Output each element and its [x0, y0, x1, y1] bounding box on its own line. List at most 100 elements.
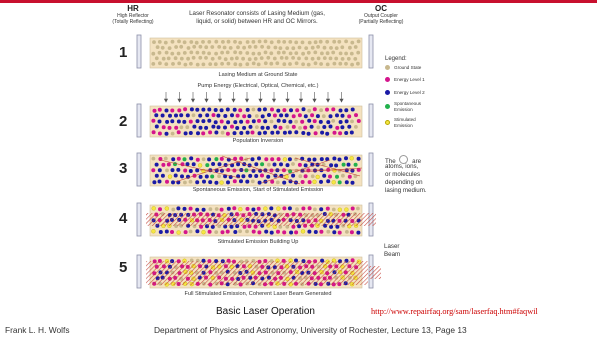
- particle: [312, 157, 317, 162]
- particle: [282, 130, 287, 135]
- particle: [204, 275, 208, 280]
- particle: [263, 206, 268, 211]
- particle: [338, 108, 343, 113]
- particle: [320, 51, 324, 56]
- particle: [278, 212, 283, 217]
- particle: [350, 119, 354, 124]
- particle: [151, 218, 156, 223]
- particle: [191, 276, 196, 281]
- particle: [263, 179, 268, 184]
- particle: [257, 259, 262, 264]
- particle: [331, 50, 336, 55]
- particle: [242, 162, 247, 167]
- particle: [200, 218, 205, 223]
- particle: [284, 56, 289, 60]
- particle: [294, 61, 299, 66]
- particle: [306, 219, 311, 224]
- particle: [269, 206, 274, 211]
- particle: [300, 282, 305, 287]
- particle: [238, 62, 243, 67]
- particle: [217, 275, 222, 280]
- particle: [291, 224, 296, 229]
- particle: [282, 230, 287, 235]
- particle: [356, 259, 362, 264]
- particle: [174, 224, 179, 229]
- particle: [179, 125, 184, 130]
- particle: [276, 39, 281, 44]
- legend-swatch-spontaneous-emission: [385, 104, 390, 109]
- particle: [214, 39, 219, 44]
- particle: [319, 218, 324, 224]
- particle: [250, 270, 255, 275]
- pump-arrow: [163, 92, 169, 103]
- particle: [260, 223, 265, 228]
- particle: [171, 180, 175, 185]
- top-accent-bar: [0, 0, 597, 3]
- particle: [334, 56, 339, 61]
- particle: [312, 119, 317, 124]
- particle: [228, 175, 233, 179]
- particle: [211, 124, 216, 129]
- diagram-title: Basic Laser Operation: [216, 306, 315, 317]
- particle: [235, 264, 240, 269]
- particle: [329, 224, 334, 229]
- particle: [343, 270, 348, 275]
- step-caption-3: Spontaneous Emission, Start of Stimulate…: [192, 187, 324, 193]
- particle: [319, 108, 323, 113]
- particle: [276, 118, 281, 123]
- particle: [158, 281, 163, 286]
- particle: [198, 125, 203, 130]
- particle: [334, 163, 339, 168]
- particle: [254, 174, 259, 178]
- particle: [316, 125, 321, 130]
- particle-note-line3: or molecules: [385, 171, 421, 178]
- particle: [347, 264, 352, 269]
- particle: [201, 157, 206, 162]
- particle: [278, 225, 283, 229]
- particle: [183, 269, 188, 275]
- particle: [316, 275, 321, 280]
- particle: [183, 168, 188, 173]
- particle: [278, 46, 283, 50]
- particle: [152, 40, 156, 44]
- particle: [313, 281, 318, 286]
- particle: [312, 271, 317, 276]
- particle: [165, 119, 170, 124]
- particle: [152, 259, 157, 264]
- particle: [328, 114, 333, 119]
- particle: [257, 131, 262, 136]
- particle: [250, 130, 255, 135]
- particle: [298, 126, 302, 130]
- particle: [340, 113, 345, 118]
- particle: [344, 131, 349, 135]
- particle: [219, 108, 224, 113]
- particle: [164, 229, 169, 234]
- particle: [331, 107, 336, 112]
- step-caption-2: Population Inversion: [232, 138, 284, 144]
- particle: [350, 180, 355, 185]
- particle: [269, 168, 274, 173]
- particle: [166, 162, 171, 167]
- particle: [282, 40, 287, 44]
- particle: [284, 264, 290, 269]
- particle: [327, 275, 332, 280]
- particle: [300, 156, 305, 161]
- pump-arrow: [285, 92, 290, 103]
- particle: [273, 124, 278, 129]
- particle: [288, 119, 293, 124]
- particle: [298, 174, 303, 179]
- particle: [279, 275, 283, 280]
- particle: [195, 258, 200, 263]
- particle: [225, 50, 230, 55]
- source-url-link[interactable]: http://www.repairfaq.org/sam/laserfaq.ht…: [371, 307, 538, 316]
- particle: [219, 270, 224, 275]
- legend-title: Legend:: [385, 56, 407, 62]
- particle: [236, 162, 241, 167]
- particle: [239, 119, 244, 124]
- particle: [192, 212, 196, 217]
- particle: [185, 276, 190, 281]
- particle: [226, 168, 231, 172]
- particle: [331, 282, 336, 287]
- particle: [322, 45, 327, 50]
- particle: [157, 218, 162, 223]
